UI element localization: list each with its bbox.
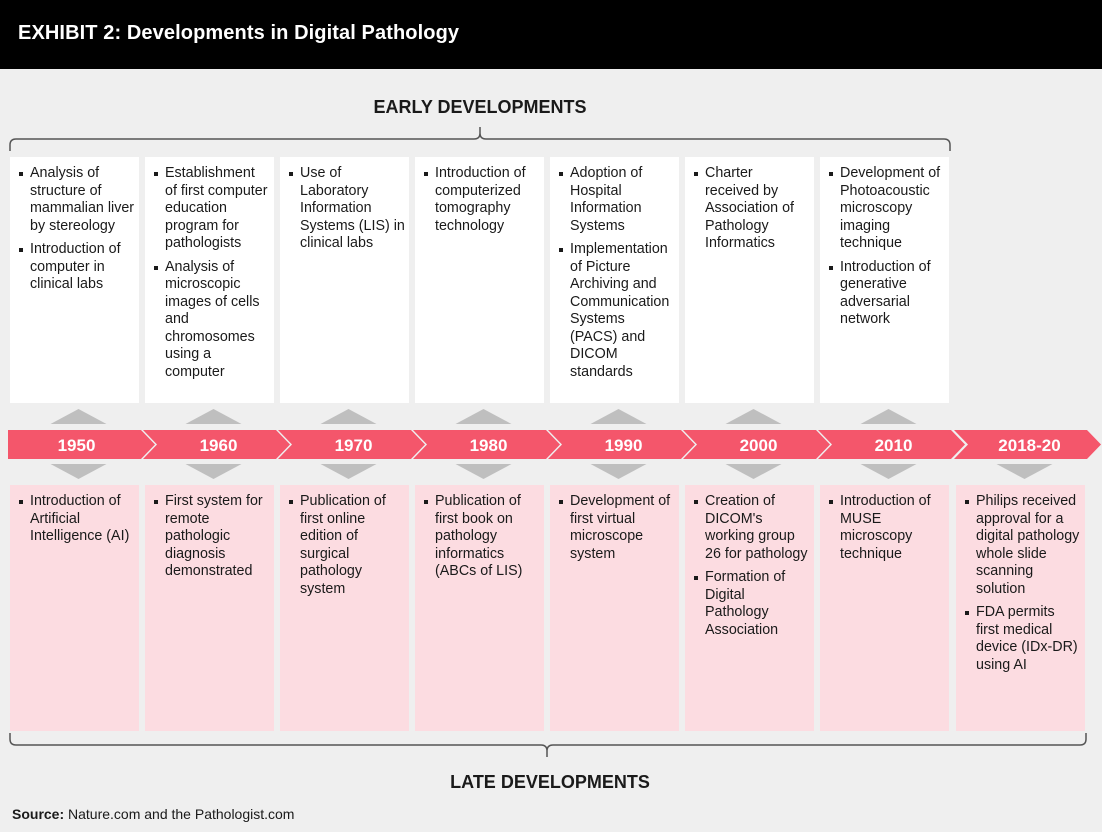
page-title: EXHIBIT 2: Developments in Digital Patho… [18, 22, 460, 44]
bullet-item: Development of Photoacoustic microscopy … [829, 165, 945, 253]
bullet-list: Introduction of computerized tomography … [424, 165, 540, 235]
early-card-1970: Use of Laboratory Information Systems (L… [280, 157, 409, 403]
bullet-list: Adoption of Hospital Information Systems… [559, 165, 675, 381]
connector-down-arrow [860, 464, 917, 479]
connector-up-arrow [590, 409, 647, 424]
header-bar: EXHIBIT 2: Developments in Digital Patho… [0, 0, 1102, 69]
connector-down-arrow [590, 464, 647, 479]
connector-up-arrow [50, 409, 107, 424]
early-card-1990: Adoption of Hospital Information Systems… [550, 157, 679, 403]
bullet-list: Creation of DICOM's working group 26 for… [694, 493, 810, 639]
bullet-item: Analysis of microscopic images of cells … [154, 259, 270, 382]
bullet-item: Publication of first book on pathology i… [424, 493, 540, 581]
year-label: 2010 [875, 436, 913, 455]
timeline-chevron [8, 430, 155, 459]
bullet-list: First system for remote pathologic diagn… [154, 493, 270, 581]
bullet-list: Charter received by Association of Patho… [694, 165, 810, 253]
late-card-1970: Publication of first online edition of s… [280, 485, 409, 731]
source-note: Source: Nature.com and the Pathologist.c… [12, 806, 294, 822]
early-card-1950: Analysis of structure of mammalian liver… [10, 157, 139, 403]
late-card-2000: Creation of DICOM's working group 26 for… [685, 485, 814, 731]
year-label: 2000 [740, 436, 778, 455]
bullet-item: Publication of first online edition of s… [289, 493, 405, 598]
late-card-1950: Introduction of Artificial Intelligence … [10, 485, 139, 731]
timeline-chevron [143, 430, 290, 459]
year-label: 1990 [605, 436, 643, 455]
bullet-item: Formation of Digital Pathology Associati… [694, 569, 810, 639]
bullet-item: Introduction of Artificial Intelligence … [19, 493, 135, 546]
late-brace [9, 733, 1087, 757]
bullet-item: Creation of DICOM's working group 26 for… [694, 493, 810, 563]
timeline-chevron [683, 430, 830, 459]
bullet-item: First system for remote pathologic diagn… [154, 493, 270, 581]
connector-up-arrow [725, 409, 782, 424]
late-card-1990: Development of first virtual microscope … [550, 485, 679, 731]
connector-up-arrow [320, 409, 377, 424]
bullet-list: Use of Laboratory Information Systems (L… [289, 165, 405, 253]
bullet-item: FDA permits first medical device (IDx-DR… [965, 604, 1081, 674]
connector-down-arrow [320, 464, 377, 479]
year-label: 1960 [200, 436, 238, 455]
early-card-1980: Introduction of computerized tomography … [415, 157, 544, 403]
late-developments-label: LATE DEVELOPMENTS [450, 772, 650, 792]
bullet-list: Analysis of structure of mammalian liver… [19, 165, 135, 294]
year-label: 1970 [335, 436, 373, 455]
connector-down-arrow [996, 464, 1053, 479]
timeline-chevron [818, 430, 965, 459]
bullet-item: Introduction of computerized tomography … [424, 165, 540, 235]
connector-up-arrow [185, 409, 242, 424]
bullet-item: Implementation of Picture Archiving and … [559, 241, 675, 381]
timeline-chevron [413, 430, 560, 459]
timeline-chevron [548, 430, 695, 459]
connector-up-arrow [455, 409, 512, 424]
bullet-item: Establishment of first computer educatio… [154, 165, 270, 253]
early-developments-label: EARLY DEVELOPMENTS [373, 97, 587, 117]
early-card-2000: Charter received by Association of Patho… [685, 157, 814, 403]
late-card-2010: Introduction of MUSE microscopy techniqu… [820, 485, 949, 731]
late-card-1980: Publication of first book on pathology i… [415, 485, 544, 731]
bullet-item: Introduction of MUSE microscopy techniqu… [829, 493, 945, 563]
late-card-1960: First system for remote pathologic diagn… [145, 485, 274, 731]
late-card-2018-20: Philips received approval for a digital … [956, 485, 1085, 731]
connector-up-arrow [860, 409, 917, 424]
bullet-item: Introduction of generative adversarial n… [829, 259, 945, 329]
early-brace [9, 127, 951, 151]
source-text: Nature.com and the Pathologist.com [64, 806, 295, 822]
bullet-list: Introduction of Artificial Intelligence … [19, 493, 135, 546]
bullet-item: Development of first virtual microscope … [559, 493, 675, 563]
timeline-chevron [278, 430, 425, 459]
year-label: 2018-20 [998, 436, 1060, 455]
timeline-chevron [954, 430, 1101, 459]
connector-down-arrow [725, 464, 782, 479]
bullet-list: Philips received approval for a digital … [965, 493, 1081, 674]
source-label: Source: [12, 806, 65, 822]
bullet-item: Use of Laboratory Information Systems (L… [289, 165, 405, 253]
bullet-item: Analysis of structure of mammalian liver… [19, 165, 135, 235]
connector-down-arrow [185, 464, 242, 479]
bullet-list: Publication of first book on pathology i… [424, 493, 540, 581]
connector-down-arrow [50, 464, 107, 479]
bullet-item: Introduction of computer in clinical lab… [19, 241, 135, 294]
early-card-2010: Development of Photoacoustic microscopy … [820, 157, 949, 403]
year-label: 1950 [58, 436, 96, 455]
bullet-item: Adoption of Hospital Information Systems [559, 165, 675, 235]
early-card-1960: Establishment of first computer educatio… [145, 157, 274, 403]
bullet-list: Publication of first online edition of s… [289, 493, 405, 598]
year-label: 1980 [470, 436, 508, 455]
bullet-list: Development of Photoacoustic microscopy … [829, 165, 945, 329]
bullet-item: Philips received approval for a digital … [965, 493, 1081, 598]
bullet-list: Development of first virtual microscope … [559, 493, 675, 563]
bullet-list: Establishment of first computer educatio… [154, 165, 270, 381]
bullet-item: Charter received by Association of Patho… [694, 165, 810, 253]
connector-down-arrow [455, 464, 512, 479]
bullet-list: Introduction of MUSE microscopy techniqu… [829, 493, 945, 563]
